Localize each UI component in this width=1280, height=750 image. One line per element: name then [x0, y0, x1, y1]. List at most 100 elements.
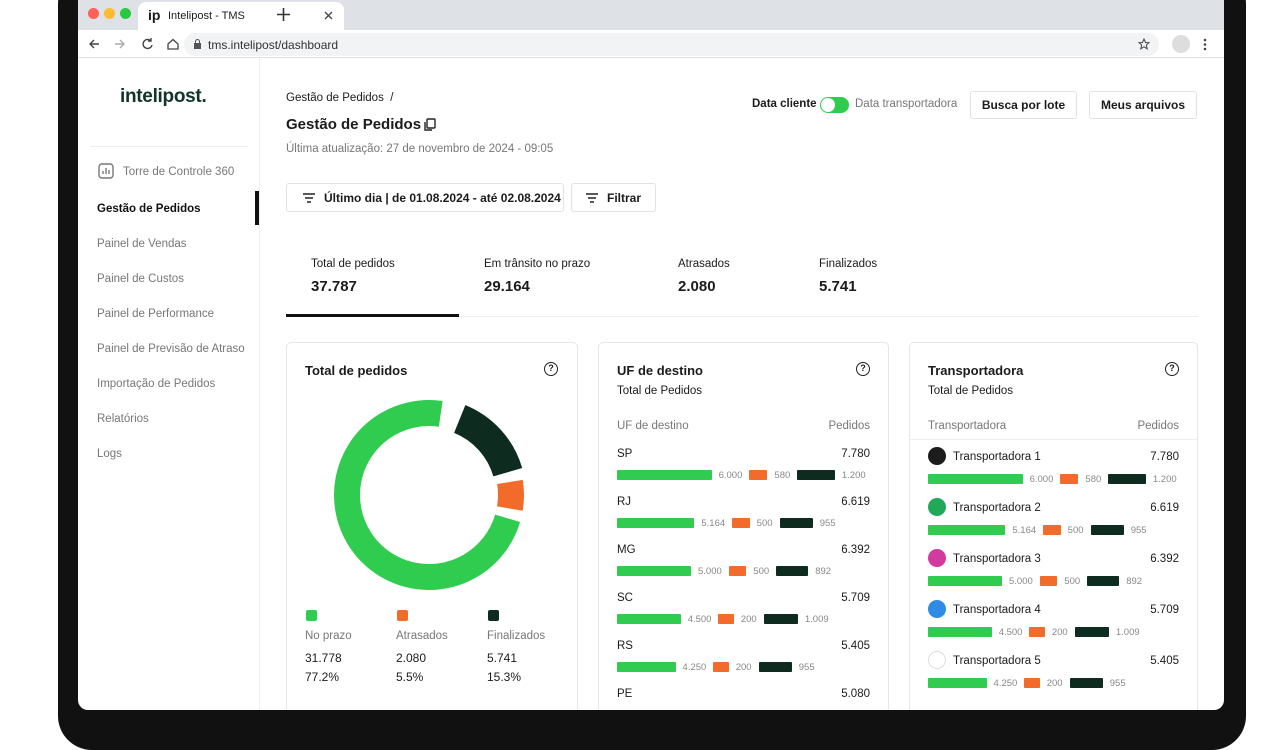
donut-segment	[496, 479, 524, 511]
kpi-label[interactable]: Finalizados	[819, 258, 878, 270]
nav-item[interactable]: Painel de Performance	[97, 308, 214, 320]
card-title: Total de pedidos	[305, 363, 408, 378]
url-box[interactable]: tms.intelipost/dashboard	[184, 33, 1159, 56]
kpi-value: 5.741	[819, 278, 857, 295]
bar-label: 200	[1051, 626, 1068, 638]
donut-chart	[334, 400, 524, 590]
kpi-label[interactable]: Atrasados	[678, 258, 730, 270]
header-divider	[910, 439, 1197, 440]
active-tab-underline	[286, 314, 459, 317]
value-bar	[1087, 576, 1120, 586]
bar-label: 892	[815, 565, 832, 577]
card-title: Transportadora	[928, 363, 1024, 378]
row-total: 5.709	[841, 592, 870, 604]
list-row: PE 5.080	[617, 683, 870, 710]
bar-label: 200	[740, 613, 757, 625]
help-icon[interactable]: ?	[856, 362, 870, 376]
value-bar	[749, 470, 768, 480]
bar-label: 4.500	[687, 613, 712, 625]
my-files-button[interactable]: Meus arquivos	[1089, 91, 1197, 119]
nav-item[interactable]: Painel de Custos	[97, 273, 184, 285]
browser-tab[interactable]: ip Intelipost - TMS	[138, 2, 344, 30]
value-bar	[617, 566, 691, 576]
bar-label: 1.200	[1152, 473, 1177, 485]
filter-button[interactable]: Filtrar	[571, 183, 656, 212]
bar-label: 4.500	[998, 626, 1023, 638]
list-row: SP 7.780 6.000 580 1.200	[617, 443, 870, 491]
bar-label: 4.250	[993, 677, 1018, 689]
tower-icon	[98, 163, 114, 179]
date-filter-label: Último dia | de 01.08.2024 - até 02.08.2…	[324, 190, 561, 205]
kpi-label[interactable]: Total de pedidos	[311, 258, 395, 270]
stacked-values: 5.000 500 892	[617, 565, 831, 577]
value-bar	[1074, 627, 1109, 637]
tab-close[interactable]	[324, 11, 333, 20]
stacked-values: 5.164 500 955	[617, 517, 836, 529]
nav-item[interactable]: Painel de Vendas	[97, 238, 187, 250]
nav-item[interactable]: Torre de Controle 360	[123, 166, 235, 178]
browser-window: ip Intelipost - TMS tms.intelipost/dashb…	[78, 0, 1224, 710]
stacked-values: 4.500 200 1.009	[617, 613, 829, 625]
kpi-value: 37.787	[311, 278, 357, 295]
row-total: 7.780	[1150, 451, 1179, 463]
bar-label: 500	[753, 565, 770, 577]
help-icon[interactable]: ?	[544, 362, 558, 376]
filter-icon	[303, 192, 315, 203]
value-bar	[1060, 474, 1079, 484]
nav-item[interactable]: Relatórios	[97, 413, 149, 425]
profile-avatar[interactable]	[1172, 35, 1190, 53]
date-filter[interactable]: Último dia | de 01.08.2024 - até 02.08.2…	[286, 183, 564, 212]
tab-title: Intelipost - TMS	[168, 10, 245, 22]
maximize-dot[interactable]	[120, 8, 131, 19]
nav-item[interactable]: Logs	[97, 448, 122, 460]
value-bar	[732, 518, 750, 528]
row-total: 5.709	[1150, 604, 1179, 616]
minimize-dot[interactable]	[104, 8, 115, 19]
nav-item[interactable]: Gestão de Pedidos	[97, 203, 201, 215]
lock-icon	[194, 39, 201, 49]
stacked-values: 6.000 580 1.200	[617, 469, 866, 481]
bar-label: 892	[1126, 575, 1143, 587]
value-bar	[1108, 474, 1146, 484]
close-dot[interactable]	[88, 8, 99, 19]
batch-search-button[interactable]: Busca por lote	[970, 91, 1077, 119]
bar-label: 1.200	[841, 469, 866, 481]
new-tab[interactable]	[277, 8, 290, 21]
donut-card: Total de pedidos ? No prazo 31.778 77.2% At…	[286, 342, 578, 710]
legend-pct: 5.5%	[396, 670, 424, 684]
breadcrumb[interactable]: Gestão de Pedidos /	[286, 92, 393, 104]
copy-icon[interactable]	[423, 118, 436, 131]
row-name: MG	[617, 544, 636, 556]
url-text: tms.intelipost/dashboard	[208, 38, 339, 52]
nav-icons[interactable]	[88, 37, 188, 51]
value-bar	[1069, 678, 1103, 688]
star-icon[interactable]	[1138, 38, 1150, 50]
bar-label: 1.009	[804, 613, 829, 625]
nav-item[interactable]: Painel de Previsão de Atraso	[97, 343, 245, 355]
value-bar	[617, 470, 712, 480]
bar-label: 580	[774, 469, 791, 481]
row-total: 6.619	[1150, 502, 1179, 514]
nav-item[interactable]: Importação de Pedidos	[97, 378, 216, 390]
value-bar	[1024, 678, 1040, 688]
filter-button-label: Filtrar	[606, 190, 641, 205]
uf-card: UF de destino Total de Pedidos ? UF de d…	[598, 342, 889, 710]
legend-pct: 15.3%	[487, 670, 522, 684]
row-name: Transportadora 5	[953, 655, 1041, 667]
carrier-dot	[928, 498, 946, 516]
filter-icon	[585, 192, 598, 203]
date-toggle[interactable]	[820, 97, 849, 113]
list-row: Transportadora 4 5.709 4.500 200 1.009	[928, 597, 1179, 648]
value-bar	[718, 614, 734, 624]
value-bar	[928, 678, 987, 688]
card-title: UF de destino	[617, 363, 703, 378]
kpi-label[interactable]: Em trânsito no prazo	[484, 258, 591, 270]
menu-icon[interactable]	[1203, 38, 1207, 51]
logo[interactable]: intelipost.	[120, 86, 207, 107]
list-row: SC 5.709 4.500 200 1.009	[617, 587, 870, 635]
breadcrumb-item[interactable]: Gestão de Pedidos	[286, 92, 384, 104]
bar-label: 5.164	[701, 517, 726, 529]
value-bar	[617, 662, 676, 672]
help-icon[interactable]: ?	[1165, 362, 1179, 376]
last-update: Última atualização: 27 de novembro de 20…	[286, 143, 554, 155]
